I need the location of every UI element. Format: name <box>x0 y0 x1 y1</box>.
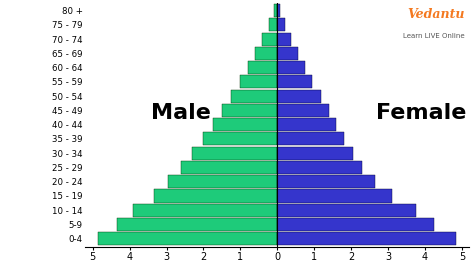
Bar <box>117 218 277 231</box>
Bar <box>277 4 280 17</box>
Bar <box>277 161 362 174</box>
Bar <box>269 18 277 32</box>
Bar <box>277 75 312 89</box>
Bar <box>277 90 321 103</box>
Text: Vedantu: Vedantu <box>407 8 465 21</box>
Text: Male: Male <box>151 103 211 123</box>
Bar <box>277 18 285 32</box>
Bar <box>277 132 344 145</box>
Bar <box>248 61 277 74</box>
Bar <box>168 175 277 188</box>
Bar <box>222 104 277 117</box>
Bar <box>277 204 416 217</box>
Bar <box>98 232 277 245</box>
Bar <box>277 232 456 245</box>
Text: Learn LIVE Online: Learn LIVE Online <box>403 33 465 39</box>
Bar <box>277 118 337 131</box>
Bar <box>255 47 277 60</box>
Bar <box>277 61 305 74</box>
Bar <box>277 104 329 117</box>
Bar <box>277 47 298 60</box>
Bar <box>277 189 392 202</box>
Bar <box>181 161 277 174</box>
Bar <box>154 189 277 202</box>
Bar <box>277 218 434 231</box>
Bar <box>231 90 277 103</box>
Bar <box>213 118 277 131</box>
Bar <box>262 33 277 46</box>
Bar <box>274 4 277 17</box>
Bar <box>277 147 353 160</box>
Text: Female: Female <box>376 103 466 123</box>
Bar <box>277 33 292 46</box>
Bar <box>133 204 277 217</box>
Bar <box>192 147 277 160</box>
Bar <box>203 132 277 145</box>
Bar <box>240 75 277 89</box>
Bar <box>277 175 375 188</box>
